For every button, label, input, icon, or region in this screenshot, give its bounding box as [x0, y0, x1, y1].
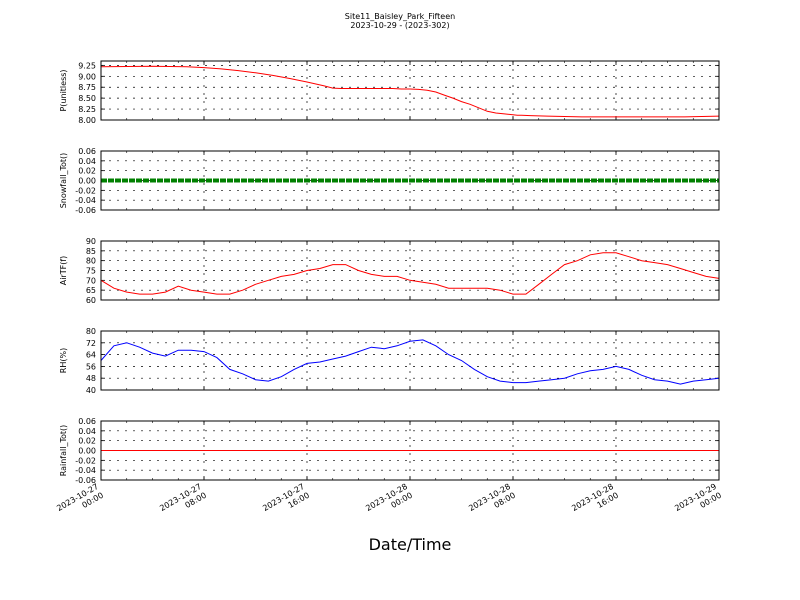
y-tick-label: 8.50 — [78, 94, 96, 103]
y-tick-label: 8.00 — [78, 116, 96, 125]
y-axis-label: Rainfall_Tot() — [59, 425, 68, 477]
y-tick-label: 0.02 — [78, 437, 96, 446]
y-tick-label: 0.04 — [78, 157, 96, 166]
series-line — [100, 339, 720, 385]
y-tick-label: 65 — [86, 286, 96, 295]
y-tick-label: 75 — [86, 267, 96, 276]
y-tick-label: 0.00 — [78, 447, 96, 456]
panel-frame — [100, 60, 720, 121]
y-tick-label: 60 — [86, 296, 96, 305]
y-tick-label: -0.06 — [75, 206, 96, 215]
panel-4: -0.06-0.04-0.020.000.020.040.06 Rainfall_… — [59, 417, 720, 485]
y-tick-label: 0.00 — [78, 177, 96, 186]
y-tick-label: 0.04 — [78, 427, 96, 436]
y-tick-label: 56 — [86, 362, 96, 371]
chart-title: Site11_Baisley_Park_Fifteen — [345, 12, 455, 21]
panel-frame — [100, 420, 720, 481]
y-tick-label: 8.25 — [78, 105, 96, 114]
panel-1: -0.06-0.04-0.020.000.020.040.06 Snowfall_… — [59, 147, 720, 215]
panels: 8.00 8.25 8.50 8.75 9.00 9.25 P(unitless) -0.06… — [59, 60, 720, 485]
y-tick-label: 9.25 — [78, 61, 96, 70]
y-tick-label: 80 — [86, 257, 96, 266]
y-tick-label: -0.04 — [75, 196, 96, 205]
y-axis-label: AirTF(f) — [59, 256, 68, 286]
y-tick-label: -0.04 — [75, 466, 96, 475]
y-tick-label: 70 — [86, 276, 96, 285]
y-tick-label: 9.00 — [78, 72, 96, 81]
y-tick-label: 40 — [86, 386, 96, 395]
x-axis-label: Date/Time — [369, 535, 452, 554]
y-tick-label: 72 — [86, 339, 96, 348]
panel-frame — [100, 150, 720, 211]
panel-0: 8.00 8.25 8.50 8.75 9.00 9.25 P(unitless) — [59, 60, 720, 125]
y-axis-label: P(unitless) — [59, 69, 68, 111]
panel-3: 40 48 56 64 72 80 RH(%) — [59, 327, 720, 395]
y-tick-label: 0.06 — [78, 417, 96, 426]
y-tick-label: -0.02 — [75, 186, 96, 195]
y-tick-label: 8.75 — [78, 83, 96, 92]
y-tick-label: 48 — [86, 374, 96, 383]
series-line — [100, 65, 720, 118]
y-axis-label: Snowfall_Tot() — [59, 153, 68, 209]
y-tick-label: -0.02 — [75, 456, 96, 465]
y-tick-label: 0.02 — [78, 167, 96, 176]
y-axis-label: RH(%) — [59, 348, 68, 373]
y-tick-label: 64 — [86, 351, 96, 360]
y-tick-label: 85 — [86, 247, 96, 256]
y-tick-label: 80 — [86, 327, 96, 336]
panel-frame — [100, 330, 720, 391]
chart-subtitle: 2023-10-29 - (2023-302) — [350, 21, 449, 30]
series-line — [100, 252, 720, 295]
panel-frame — [100, 240, 720, 301]
y-tick-label: -0.06 — [75, 476, 96, 485]
y-tick-label: 0.06 — [78, 147, 96, 156]
y-tick-label: 90 — [86, 237, 96, 246]
